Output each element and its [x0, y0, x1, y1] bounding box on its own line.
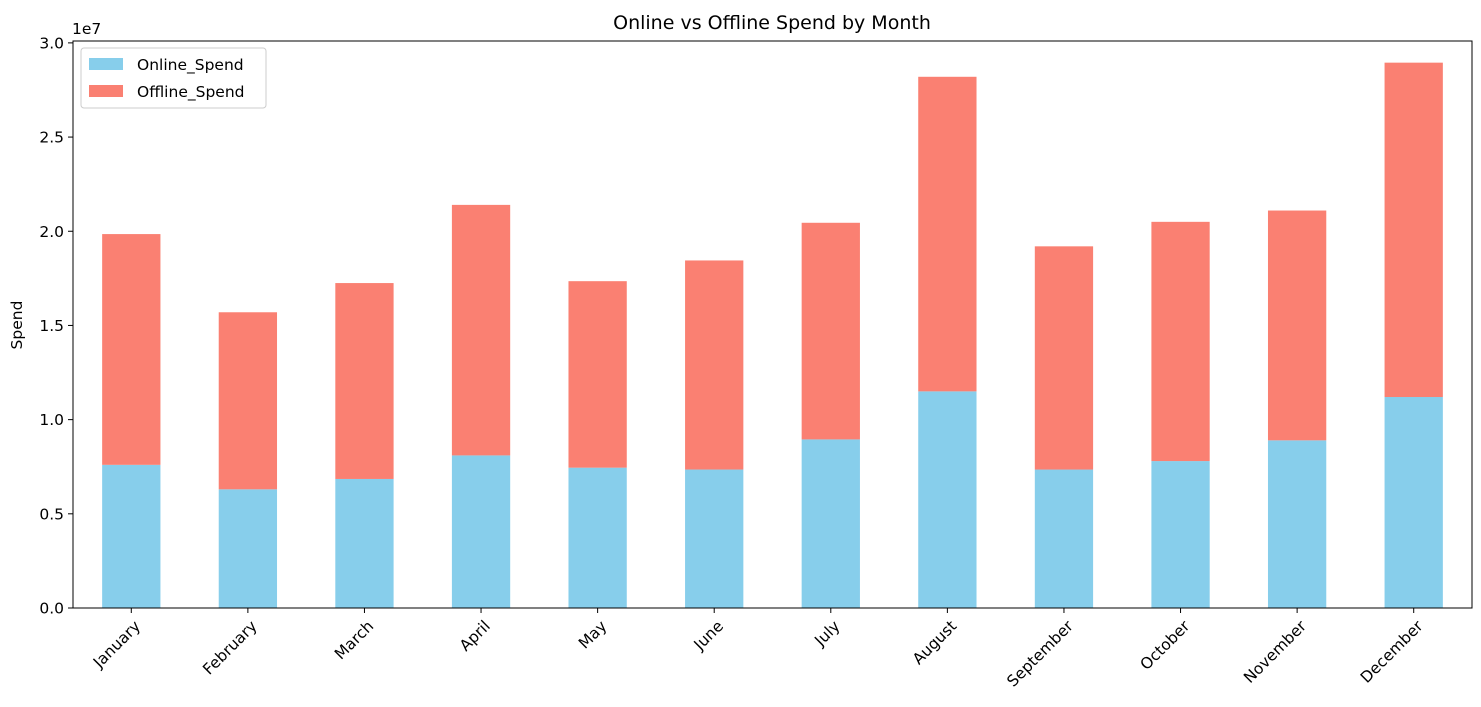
bar-offline-spend-february — [218, 312, 278, 490]
y-tick-label: 3.0 — [39, 34, 64, 52]
x-tick-label: February — [199, 617, 260, 678]
y-offset-label: 1e7 — [72, 20, 101, 38]
y-tick-label: 0.0 — [39, 600, 64, 618]
bar-offline-spend-june — [685, 260, 744, 470]
x-tick-label: June — [690, 617, 727, 654]
x-tick-label: November — [1240, 617, 1310, 687]
bar-offline-spend-april — [451, 204, 511, 456]
bar-offline-spend-december — [1384, 62, 1443, 398]
chart-title: Online vs Offline Spend by Month — [613, 12, 931, 34]
x-tick-label: September — [1003, 617, 1077, 691]
legend-swatch-offline-spend — [89, 85, 123, 97]
bar-offline-spend-september — [1034, 246, 1094, 470]
bar-offline-spend-may — [568, 281, 627, 468]
bar-offline-spend-october — [1151, 221, 1210, 462]
bar-online-spend-june — [685, 469, 744, 608]
bar-online-spend-october — [1151, 461, 1210, 608]
legend-box — [80, 47, 267, 109]
x-tick-label: August — [909, 617, 960, 668]
bar-online-spend-december — [1384, 397, 1443, 608]
bar-offline-spend-july — [801, 222, 860, 440]
x-tick-label: March — [331, 617, 377, 663]
legend-swatch-online-spend — [89, 58, 123, 70]
x-tick-label: April — [456, 617, 494, 655]
x-tick-label: October — [1137, 617, 1194, 674]
y-tick-label: 0.5 — [39, 505, 64, 523]
y-tick-label: 1.0 — [39, 411, 64, 429]
y-axis-label: Spend — [8, 301, 26, 350]
bar-offline-spend-november — [1267, 210, 1327, 441]
bar-offline-spend-january — [102, 234, 161, 465]
bar-online-spend-march — [335, 478, 394, 608]
x-tick-label: January — [89, 617, 144, 672]
legend: Online_Spend Offline_Spend — [80, 47, 267, 109]
plot-frame — [72, 40, 1473, 609]
y-tick-label: 2.5 — [39, 129, 64, 147]
bar-online-spend-november — [1267, 440, 1327, 608]
bar-online-spend-february — [218, 489, 278, 608]
x-axis-ticks: January February March April May June July Augu… — [89, 608, 1427, 690]
bar-online-spend-august — [918, 391, 977, 608]
legend-label-offline-spend: Offline_Spend — [137, 83, 244, 102]
legend-label-online-spend: Online_Spend — [137, 56, 244, 75]
bar-online-spend-may — [568, 467, 627, 608]
x-tick-label: July — [810, 617, 843, 650]
x-tick-label: May — [575, 617, 610, 652]
x-tick-label: December — [1357, 617, 1427, 687]
bar-offline-spend-august — [918, 76, 977, 392]
bar-online-spend-september — [1034, 469, 1094, 608]
bars-group — [102, 62, 1443, 608]
bar-online-spend-april — [451, 455, 511, 608]
bar-online-spend-january — [102, 464, 161, 608]
bar-offline-spend-march — [335, 283, 394, 479]
y-tick-label: 1.5 — [39, 317, 64, 335]
y-axis-ticks: 0.0 0.5 1.0 1.5 2.0 2.5 3.0 — [39, 34, 73, 618]
y-tick-label: 2.0 — [39, 223, 64, 241]
bar-online-spend-july — [801, 439, 860, 608]
